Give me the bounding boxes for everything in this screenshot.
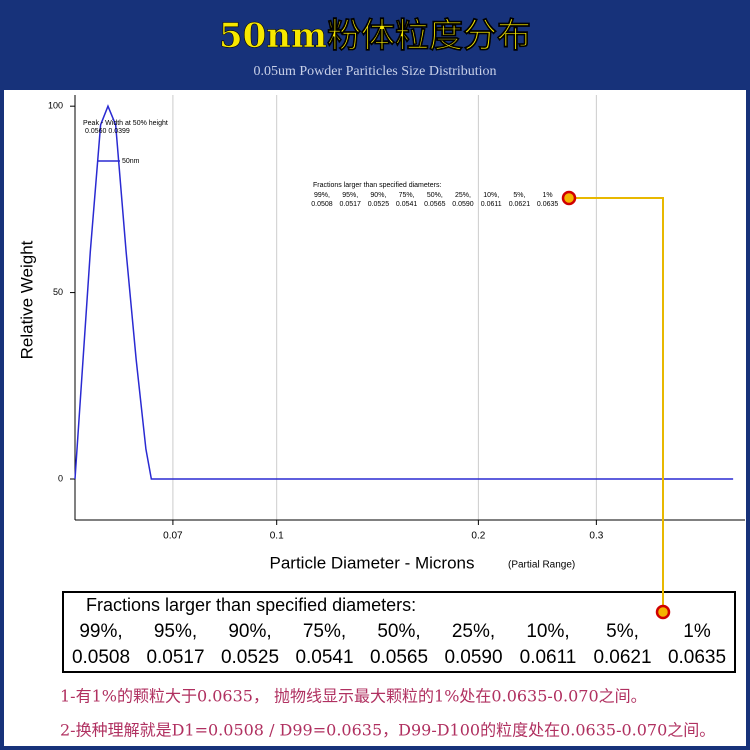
annotation: 0.0590 <box>452 201 474 208</box>
note: 1-有1%的颗粒大于0.0635， 抛物线显示最大颗粒的1%处在0.0635-0… <box>60 687 647 706</box>
panel <box>4 90 746 746</box>
x-tick-label: 0.3 <box>589 531 603 542</box>
y-tick-label: 0 <box>58 473 63 483</box>
table-cell: 0.0611 <box>520 647 577 668</box>
table-cell: 0.0565 <box>370 647 428 668</box>
marker-dot <box>655 604 671 620</box>
connector <box>569 197 664 612</box>
table-cell: 0.0508 <box>72 647 130 668</box>
annotation: 0.0541 <box>396 201 418 208</box>
x-tick-label: 0.2 <box>471 531 485 542</box>
table-cell: 0.0635 <box>668 647 726 668</box>
y-axis-label: Relative Weight <box>17 240 36 359</box>
table-cell: 0.0525 <box>221 647 279 668</box>
header <box>0 0 750 90</box>
series-line <box>74 104 734 480</box>
table-cell: 99%, <box>79 621 122 642</box>
table-cell: 90%, <box>228 621 271 642</box>
table-cell: 50%, <box>377 621 420 642</box>
annotation: 90%, <box>370 192 386 199</box>
annotation: 1% <box>543 192 553 199</box>
subtitle: 0.05um Powder Pariticles Size Distributi… <box>253 64 496 79</box>
table-cell: 25%, <box>452 621 495 642</box>
annotation: 75%, <box>399 192 415 199</box>
x-tick-label: 0.1 <box>270 531 284 542</box>
annotation: 50%, <box>427 192 443 199</box>
annotation: 95%, <box>342 192 358 199</box>
annotation: 25%, <box>455 192 471 199</box>
table-cell: 1% <box>683 621 711 642</box>
title: 50nm粉体粒度分布 <box>219 16 531 56</box>
annotation: 0.0621 <box>509 201 531 208</box>
legend-label: 50nm <box>122 158 140 165</box>
table-cell: 0.0590 <box>444 647 502 668</box>
table-cell: 0.0517 <box>146 647 204 668</box>
annotation: 0.0508 <box>311 201 333 208</box>
table-box <box>62 591 736 673</box>
table-cell: 0.0541 <box>295 647 353 668</box>
fractions-table: Fractions larger than specified diameter… <box>72 595 726 668</box>
table-cell: 10%, <box>526 621 569 642</box>
table-cell: 75%, <box>303 621 346 642</box>
annotation: Peak - Width at 50% height <box>83 120 168 127</box>
annotation: 0.0635 <box>537 201 559 208</box>
note: 2-换种理解就是D1=0.0508 / D99=0.0635，D99-D100的… <box>60 721 715 740</box>
table-cell: 0.0621 <box>593 647 651 668</box>
annotation: 99%, <box>314 192 330 199</box>
annotation: 0.0565 <box>424 201 446 208</box>
annotation: 5%, <box>513 192 525 199</box>
plot: 0.07 0.1 0.2 0.3 0 50 100 Relative Weight Partic… <box>17 95 745 572</box>
x-tick-label: 0.07 <box>163 531 183 542</box>
annotation: 0.0560 0.0399 <box>85 128 130 135</box>
annotation: Fractions larger than specified diameter… <box>313 182 441 189</box>
annotation: 0.0525 <box>368 201 390 208</box>
annotation: 0.0517 <box>339 201 361 208</box>
x-axis-note: (Partial Range) <box>508 560 575 571</box>
y-tick-label: 100 <box>48 101 63 111</box>
annotation: 10%, <box>483 192 499 199</box>
marker-dot <box>561 190 577 206</box>
table-cell: 5%, <box>606 621 639 642</box>
x-axis-label: Particle Diameter - Microns <box>270 553 475 572</box>
table-cell: 95%, <box>154 621 197 642</box>
table-title: Fractions larger than specified diameter… <box>86 595 416 615</box>
annotation: 0.0611 <box>481 201 502 208</box>
y-tick-label: 50 <box>53 287 63 297</box>
